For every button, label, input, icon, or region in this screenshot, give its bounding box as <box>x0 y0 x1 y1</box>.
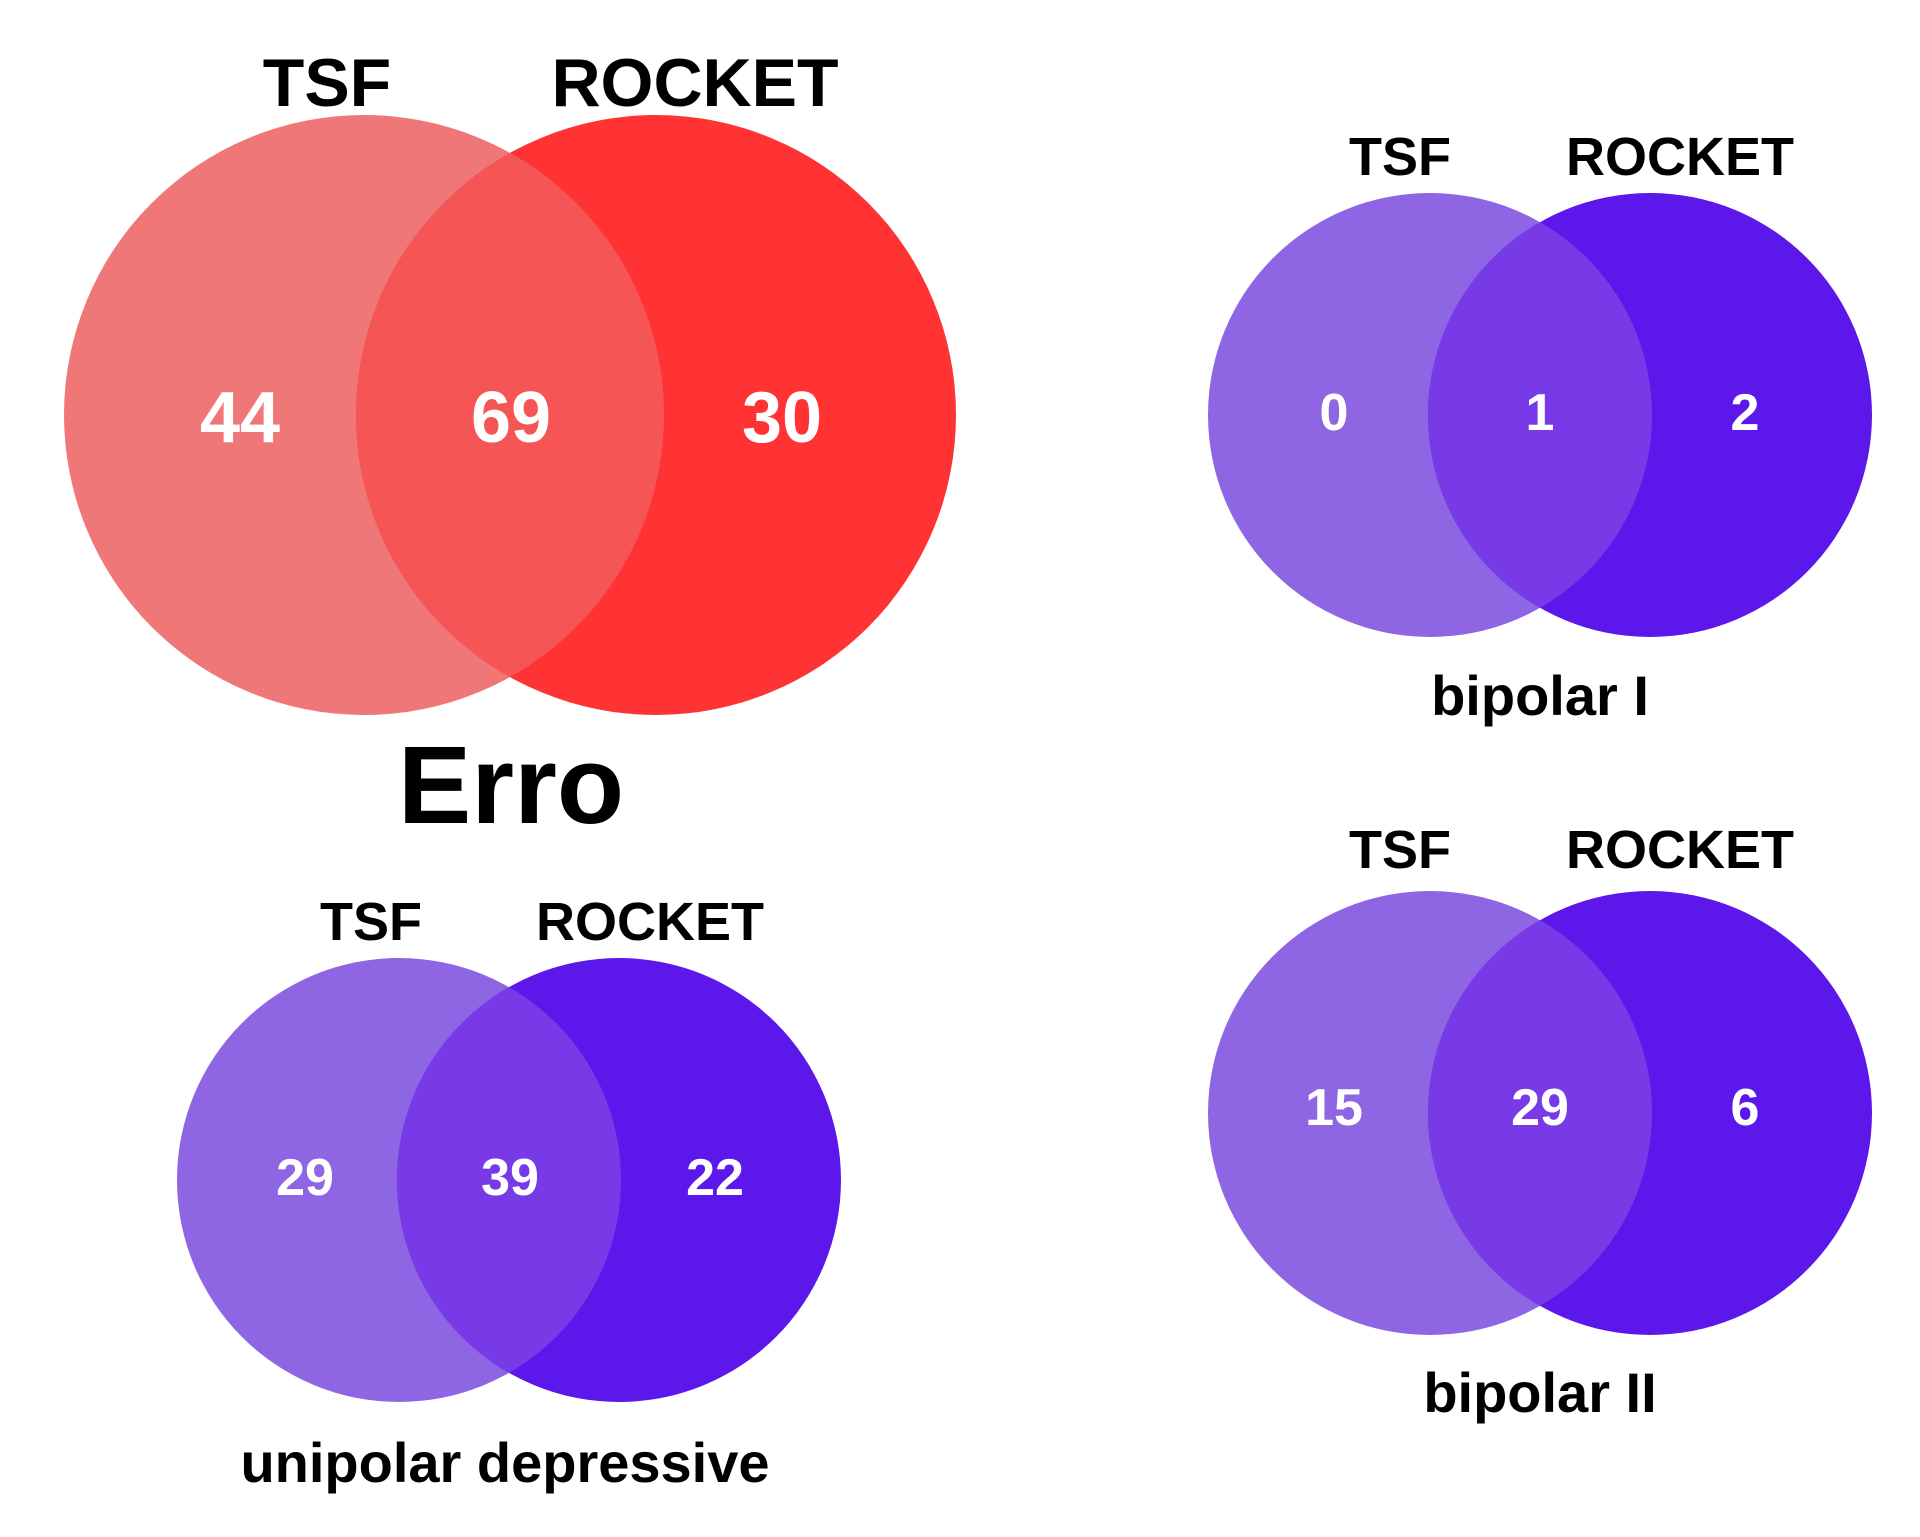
venn-diagram-erro: TSF ROCKET 44 69 30 Erro <box>64 45 956 847</box>
venn-diagram-bipolar-i: TSF ROCKET 0 1 2 bipolar I <box>1208 127 1872 727</box>
diagram-caption: bipolar I <box>1431 664 1649 727</box>
diagram-caption: bipolar II <box>1423 1361 1656 1424</box>
circle-overlap <box>355 152 665 678</box>
count-overlap: 69 <box>471 378 551 458</box>
count-overlap: 39 <box>481 1149 539 1207</box>
circle-overlap <box>1428 222 1653 608</box>
set-label-tsf: TSF <box>1349 127 1451 187</box>
count-rocket-only: 2 <box>1731 384 1760 442</box>
set-label-rocket: ROCKET <box>1566 127 1794 187</box>
count-tsf-only: 44 <box>200 378 280 458</box>
count-tsf-only: 15 <box>1305 1079 1363 1137</box>
count-overlap: 1 <box>1526 384 1555 442</box>
set-label-rocket: ROCKET <box>1566 820 1794 880</box>
diagram-caption: unipolar depressive <box>240 1431 769 1494</box>
count-rocket-only: 30 <box>742 378 822 458</box>
set-label-rocket: ROCKET <box>551 45 838 121</box>
set-label-tsf: TSF <box>263 45 391 121</box>
set-label-rocket: ROCKET <box>536 892 764 952</box>
count-rocket-only: 22 <box>686 1149 744 1207</box>
count-overlap: 29 <box>1511 1079 1569 1137</box>
count-tsf-only: 29 <box>276 1149 334 1207</box>
diagram-caption: Erro <box>398 724 624 847</box>
circle-overlap <box>1428 920 1653 1306</box>
venn-diagram-unipolar-depressive: TSF ROCKET 29 39 22 unipolar depressive <box>177 892 841 1494</box>
count-tsf-only: 0 <box>1320 384 1349 442</box>
count-rocket-only: 6 <box>1731 1079 1760 1137</box>
venn-diagram-bipolar-ii: TSF ROCKET 15 29 6 bipolar II <box>1208 820 1872 1424</box>
circle-overlap <box>396 987 622 1373</box>
set-label-tsf: TSF <box>320 892 422 952</box>
set-label-tsf: TSF <box>1349 820 1451 880</box>
